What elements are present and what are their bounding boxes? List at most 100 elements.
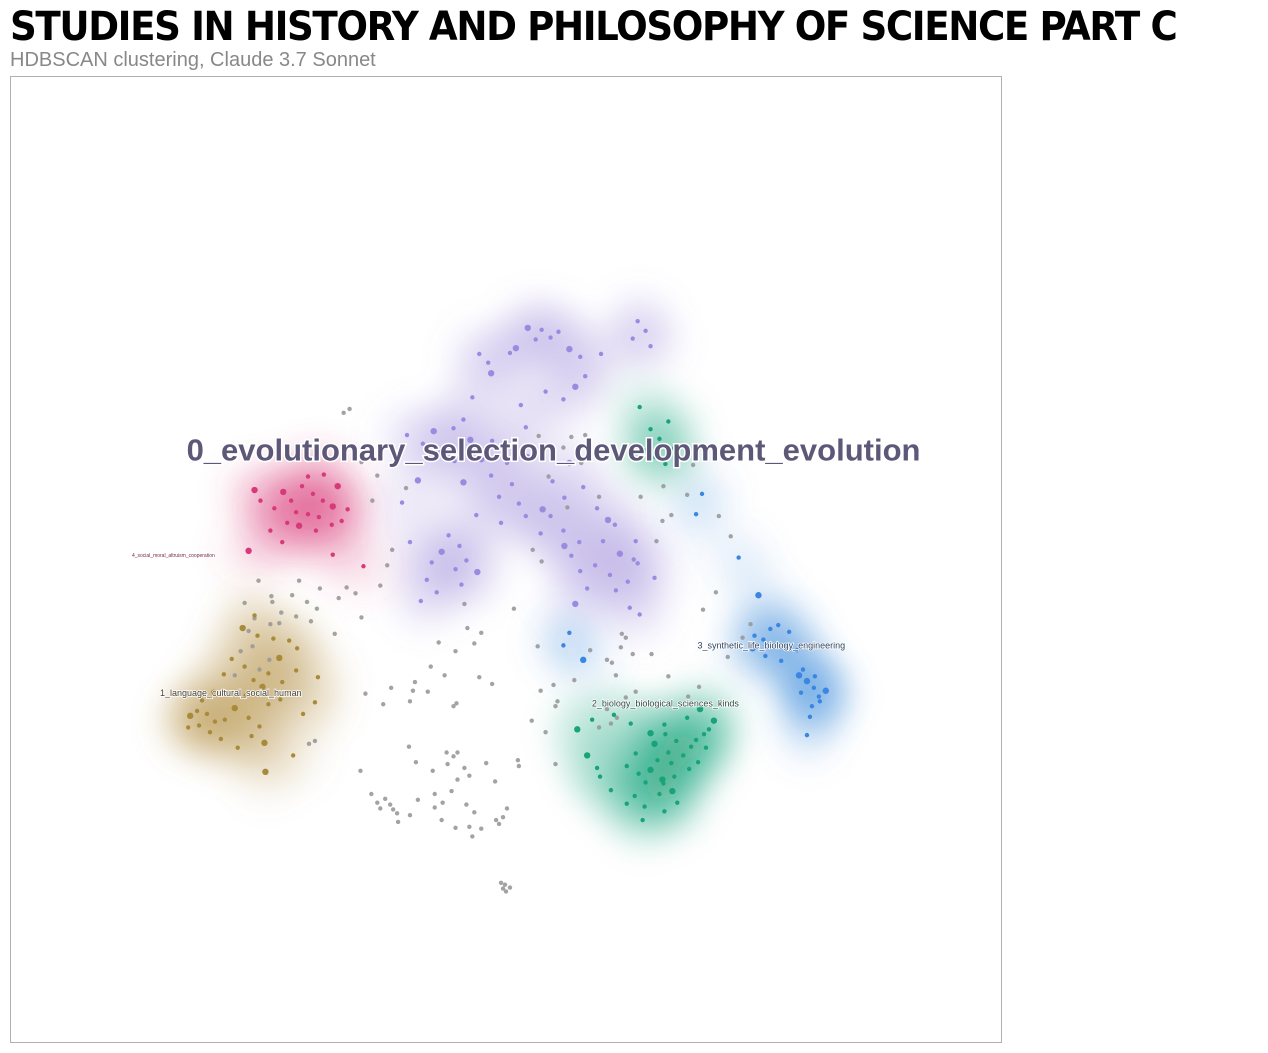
noise-point — [553, 703, 558, 709]
noise-point — [375, 800, 380, 805]
data-point — [674, 738, 679, 744]
noise-point — [623, 635, 628, 640]
data-point — [278, 697, 283, 702]
data-point — [446, 533, 451, 538]
noise-point — [470, 834, 475, 839]
data-point — [627, 605, 632, 610]
noise-point — [449, 788, 454, 794]
noise-point — [492, 779, 498, 784]
data-point — [313, 528, 319, 533]
data-point — [271, 636, 276, 641]
data-point — [272, 506, 277, 511]
noise-point — [381, 702, 386, 707]
data-point — [259, 683, 266, 691]
data-point — [252, 613, 257, 618]
data-point — [221, 672, 227, 677]
data-point — [477, 351, 482, 357]
noise-point — [430, 768, 435, 774]
data-point — [453, 566, 458, 572]
data-point — [222, 717, 228, 722]
data-point — [580, 656, 587, 664]
noise-point — [561, 445, 566, 450]
noise-point — [455, 750, 460, 755]
data-point — [630, 336, 635, 341]
data-point — [632, 793, 637, 799]
data-point — [761, 637, 766, 642]
data-point — [583, 373, 588, 379]
noise-point — [369, 791, 374, 797]
noise-point — [502, 882, 508, 887]
noise-point — [375, 473, 380, 478]
noise-point — [308, 619, 314, 624]
noise-point — [496, 821, 502, 827]
noise-point — [633, 689, 638, 694]
noise-point — [332, 631, 337, 637]
data-point — [316, 514, 322, 520]
data-point — [768, 626, 773, 632]
data-point — [594, 765, 600, 771]
data-point — [635, 318, 640, 324]
noise-point — [596, 494, 602, 499]
cluster-scatter-chart: 0_evolutionary_selection_development_evo… — [131, 283, 922, 894]
data-point — [295, 522, 303, 529]
noise-point — [445, 761, 450, 767]
data-point — [533, 337, 538, 342]
data-point — [628, 721, 633, 726]
data-point — [607, 572, 613, 578]
noise-point — [370, 498, 375, 503]
data-point — [285, 520, 290, 526]
data-point — [498, 520, 504, 526]
noise-point — [696, 684, 702, 690]
data-point — [345, 507, 350, 512]
noise-point — [565, 505, 570, 510]
noise-point — [623, 695, 628, 700]
noise-point — [604, 657, 610, 663]
data-point — [186, 725, 191, 730]
data-point — [577, 539, 582, 545]
data-point — [538, 531, 543, 536]
noise-point — [432, 805, 437, 810]
noise-point — [347, 406, 352, 412]
noise-point — [748, 621, 753, 627]
noise-point — [394, 811, 400, 816]
data-point — [657, 791, 662, 797]
noise-point — [679, 702, 684, 707]
noise-point — [604, 706, 610, 712]
noise-point — [306, 741, 312, 747]
data-point — [518, 402, 524, 408]
noise-point — [267, 657, 272, 663]
noise-point — [451, 754, 456, 759]
data-point — [207, 730, 213, 735]
data-point — [672, 445, 679, 452]
noise-point — [341, 410, 346, 416]
data-point — [695, 759, 701, 765]
noise-point — [725, 654, 730, 660]
noise-point — [661, 483, 666, 489]
noise-point — [378, 583, 383, 588]
data-point — [543, 389, 548, 394]
noise-point — [389, 547, 395, 553]
data-point — [251, 486, 258, 494]
noise-point — [555, 699, 560, 704]
data-point — [779, 658, 784, 664]
data-point — [736, 555, 741, 560]
data-point — [286, 638, 292, 643]
noise-point — [257, 667, 262, 672]
cluster-labels-layer: 0_evolutionary_selection_development_evo… — [131, 431, 922, 709]
data-point — [550, 479, 555, 484]
noise-point — [238, 648, 243, 654]
noise-point — [412, 679, 418, 685]
data-point — [641, 448, 648, 455]
data-point — [315, 675, 321, 680]
data-point — [280, 539, 285, 545]
noise-point — [464, 802, 469, 807]
noise-point — [383, 796, 388, 802]
noise-point — [493, 817, 499, 823]
data-point — [293, 668, 299, 673]
data-point — [794, 648, 800, 653]
data-point — [539, 327, 544, 333]
data-point — [516, 501, 522, 506]
noise-point — [479, 826, 484, 831]
data-point — [261, 739, 268, 747]
noise-point — [472, 641, 477, 646]
